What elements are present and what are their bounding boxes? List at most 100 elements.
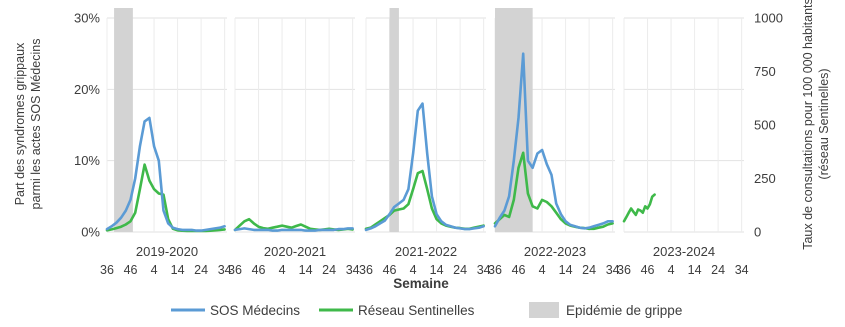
data-point-sentinelles-2023-2024-6 xyxy=(637,208,639,211)
data-point-sentinelles-2020-2021-11 xyxy=(285,225,288,228)
week-tick-label: 4 xyxy=(668,263,675,277)
season-label-2021-2022: 2021-2022 xyxy=(395,244,457,259)
week-tick-label: 34 xyxy=(735,263,749,277)
data-point-sos-2021-2022-3 xyxy=(379,222,381,225)
epidemic-band-2021-2022 xyxy=(389,8,399,232)
data-point-sentinelles-2020-2021-14 xyxy=(300,223,302,226)
data-point-sos-2021-2022-24 xyxy=(478,226,480,229)
data-point-sentinelles-2021-2022-14 xyxy=(431,207,433,210)
week-tick-label: 36 xyxy=(359,263,373,277)
data-point-sos-2022-2023-22 xyxy=(597,224,600,226)
data-point-sos-2020-2021-8 xyxy=(271,229,274,232)
data-point-sentinelles-2022-2023-3 xyxy=(508,216,510,218)
week-tick-label: 36 xyxy=(228,263,242,277)
data-point-sentinelles-2021-2022-15 xyxy=(435,218,438,221)
data-point-sos-2022-2023-23 xyxy=(602,222,605,225)
data-point-sos-2021-2022-9 xyxy=(407,188,410,191)
data-point-sentinelles-2022-2023-24 xyxy=(607,223,609,226)
data-point-sentinelles-2019-2020-2 xyxy=(115,227,118,230)
data-point-sos-2022-2023-24 xyxy=(607,220,609,223)
data-point-sos-2019-2020-7 xyxy=(139,145,141,148)
data-point-sos-2020-2021-23 xyxy=(342,228,345,231)
week-tick-label: 4 xyxy=(151,263,158,277)
data-point-sos-2022-2023-13 xyxy=(555,202,558,205)
data-point-sentinelles-2022-2023-14 xyxy=(560,218,562,221)
data-point-sentinelles-2023-2024-13 xyxy=(653,193,656,196)
data-point-sos-2022-2023-15 xyxy=(564,220,567,223)
data-point-sentinelles-2019-2020-11 xyxy=(157,192,160,195)
data-point-sos-2021-2022-25 xyxy=(482,225,485,228)
data-point-sos-2020-2021-15 xyxy=(304,229,307,232)
data-point-sos-2020-2021-25 xyxy=(351,227,354,230)
data-point-sentinelles-2022-2023-7 xyxy=(527,192,529,195)
data-point-sentinelles-2019-2020-9 xyxy=(148,179,151,182)
y-left-tick-label: 30% xyxy=(74,11,100,26)
data-point-sos-2022-2023-7 xyxy=(527,159,529,162)
data-point-sos-2019-2020-20 xyxy=(200,229,203,232)
data-point-sos-2022-2023-10 xyxy=(541,149,543,151)
week-tick-label: 34 xyxy=(606,263,620,277)
data-point-sos-2020-2021-17 xyxy=(314,229,316,232)
week-tick-label: 46 xyxy=(124,263,138,277)
data-point-sos-2020-2021-6 xyxy=(262,229,265,231)
data-point-sos-2019-2020-1 xyxy=(110,225,113,228)
x-axis-label: Semaine xyxy=(393,276,449,291)
season-label-2023-2024: 2023-2024 xyxy=(653,244,715,259)
data-point-sos-2020-2021-13 xyxy=(295,229,298,231)
data-point-sos-2020-2021-16 xyxy=(309,229,312,232)
data-point-sos-2021-2022-23 xyxy=(473,227,476,230)
data-point-sentinelles-2019-2020-6 xyxy=(134,211,137,214)
week-tick-label: 24 xyxy=(582,263,596,277)
data-point-sentinelles-2022-2023-2 xyxy=(503,214,506,216)
data-point-sentinelles-2023-2024-2 xyxy=(627,211,630,214)
week-tick-label: 36 xyxy=(488,263,502,277)
data-point-sentinelles-2022-2023-22 xyxy=(597,226,600,229)
week-tick-label: 46 xyxy=(512,263,526,277)
data-point-sos-2022-2023-19 xyxy=(583,227,586,230)
data-point-sos-2022-2023-12 xyxy=(550,174,553,176)
data-point-sos-2021-2022-6 xyxy=(393,206,396,208)
data-point-sos-2022-2023-20 xyxy=(588,226,590,229)
data-point-sos-2021-2022-20 xyxy=(459,227,461,230)
data-point-sos-2019-2020-12 xyxy=(162,209,165,212)
epidemic-band-2019-2020 xyxy=(114,8,133,232)
data-point-sos-2020-2021-12 xyxy=(290,229,293,231)
data-point-sos-2019-2020-0 xyxy=(106,228,108,231)
data-point-sentinelles-2022-2023-8 xyxy=(531,205,534,208)
data-point-sentinelles-2022-2023-6 xyxy=(522,151,525,154)
data-point-sos-2022-2023-3 xyxy=(508,195,510,198)
data-point-sos-2022-2023-0 xyxy=(494,225,496,228)
data-point-sentinelles-2020-2021-9 xyxy=(276,225,279,228)
data-point-sos-2021-2022-4 xyxy=(383,219,386,222)
data-point-sentinelles-2022-2023-5 xyxy=(517,166,520,169)
data-point-sos-2020-2021-21 xyxy=(332,229,335,231)
data-point-sos-2020-2021-10 xyxy=(281,229,283,231)
data-point-sos-2019-2020-19 xyxy=(195,229,198,232)
data-point-sos-2019-2020-16 xyxy=(181,229,184,231)
week-tick-label: 46 xyxy=(383,263,397,277)
data-point-sentinelles-2023-2024-3 xyxy=(630,207,632,210)
data-point-sos-2021-2022-21 xyxy=(463,228,466,231)
data-point-sentinelles-2019-2020-10 xyxy=(153,188,156,191)
data-point-sos-2022-2023-8 xyxy=(531,166,534,169)
data-point-sos-2021-2022-12 xyxy=(421,102,424,105)
y-axis-right-label-line2: (réseau Sentinelles) xyxy=(817,68,831,179)
data-point-sos-2022-2023-9 xyxy=(536,152,539,155)
data-point-sentinelles-2020-2021-5 xyxy=(257,225,260,228)
data-point-sentinelles-2022-2023-23 xyxy=(602,225,605,228)
data-point-sos-2022-2023-2 xyxy=(503,209,506,212)
data-point-sentinelles-2023-2024-5 xyxy=(634,214,637,216)
data-point-sos-2021-2022-15 xyxy=(435,213,438,216)
legend-swatch-epidemic xyxy=(529,302,559,318)
data-point-sos-2020-2021-11 xyxy=(285,229,288,231)
data-point-sentinelles-2020-2021-12 xyxy=(290,226,293,229)
week-tick-label: 24 xyxy=(453,263,467,277)
data-point-sos-2019-2020-22 xyxy=(209,228,212,231)
data-point-sentinelles-2020-2021-16 xyxy=(309,227,312,230)
legend-label-sos: SOS Médecins xyxy=(210,303,300,318)
week-tick-label: 34 xyxy=(346,263,360,277)
data-point-sos-2019-2020-2 xyxy=(115,221,118,224)
season-label-2022-2023: 2022-2023 xyxy=(524,244,586,259)
data-point-sos-2020-2021-24 xyxy=(347,227,349,230)
